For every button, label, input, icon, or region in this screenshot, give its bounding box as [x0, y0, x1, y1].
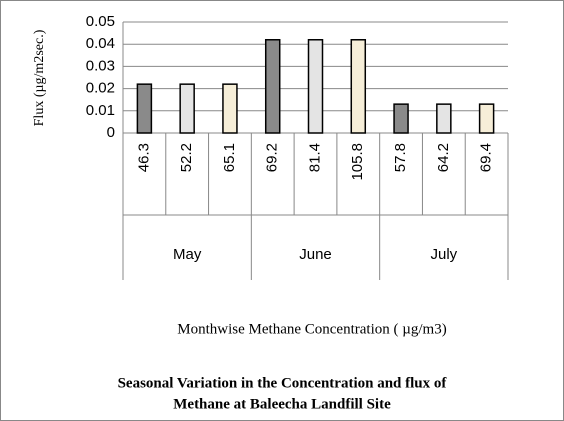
bar: [179, 83, 195, 134]
bar: [136, 83, 153, 134]
chart-title: Seasonal Variation in the Concentration …: [118, 375, 448, 391]
bar: [436, 103, 452, 134]
bar: [393, 103, 409, 134]
group-label: May: [173, 246, 202, 263]
y-tick-label: 0.05: [86, 13, 115, 30]
bar: [307, 39, 324, 134]
y-tick-label: 0: [107, 124, 115, 141]
x-tick-label: 64.2: [435, 143, 452, 172]
y-tick-label: 0.02: [86, 80, 115, 97]
x-tick-label: 65.1: [221, 143, 238, 172]
x-tick-label: 105.8: [349, 143, 366, 181]
y-tick-label: 0.04: [86, 35, 115, 52]
x-axis-title: Monthwise Methane Concentration ( µg/m3): [177, 321, 446, 337]
chart-title: Methane at Baleecha Landfill Site: [173, 396, 391, 412]
x-tick-label: 81.4: [306, 143, 323, 172]
x-tick-label: 46.3: [135, 143, 152, 172]
x-tick-label: 57.8: [392, 143, 409, 172]
y-axis-title: Flux (µg/m2sec.): [32, 29, 47, 126]
bar: [222, 83, 238, 134]
group-label: July: [430, 246, 457, 263]
x-tick-label: 69.2: [264, 143, 281, 172]
x-tick-label: 52.2: [178, 143, 195, 172]
bar: [478, 103, 495, 134]
y-tick-label: 0.01: [86, 102, 115, 119]
bar: [350, 39, 367, 134]
y-tick-label: 0.03: [86, 57, 115, 74]
group-label: June: [299, 246, 332, 263]
x-tick-label: 69.4: [478, 143, 495, 172]
bar: [264, 39, 281, 134]
